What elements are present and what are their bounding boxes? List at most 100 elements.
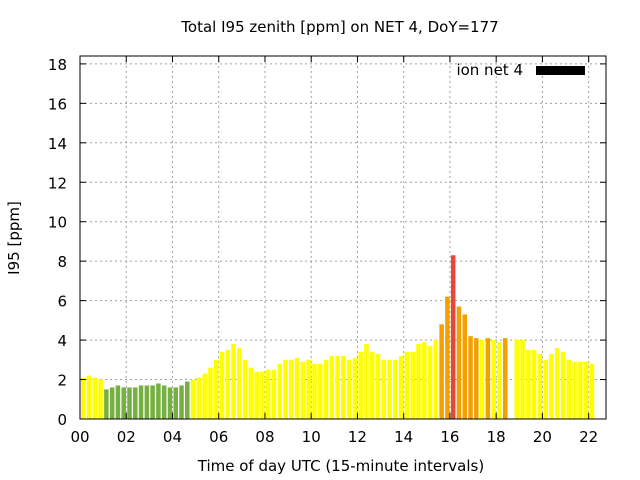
bar	[520, 340, 525, 419]
bar	[526, 349, 531, 419]
bar	[190, 379, 196, 419]
y-tick-label: 6	[57, 293, 67, 311]
bar	[254, 371, 259, 419]
bar	[370, 351, 375, 419]
bar	[127, 387, 132, 419]
bar	[225, 349, 231, 419]
bar	[543, 359, 548, 419]
bar	[283, 359, 288, 419]
bar	[416, 344, 421, 419]
bar	[312, 363, 317, 419]
bar	[502, 338, 508, 419]
x-axis-label: Time of day UTC (15-minute intervals)	[197, 457, 484, 475]
bar	[485, 338, 491, 419]
x-tick-label: 06	[209, 428, 228, 446]
bar	[109, 387, 115, 419]
bar	[219, 351, 225, 419]
legend: ion net 4	[456, 61, 585, 79]
x-tick-label: 02	[117, 428, 136, 446]
bar	[398, 355, 404, 419]
bar	[202, 373, 207, 419]
bar	[86, 375, 92, 419]
bar	[208, 367, 213, 419]
bar	[387, 359, 392, 419]
bar	[133, 387, 138, 419]
bar	[497, 342, 502, 419]
chart-title: Total I95 zenith [ppm] on NET 4, DoY=177	[180, 18, 498, 36]
bar	[346, 359, 352, 419]
y-tick-label: 16	[48, 95, 67, 113]
bar	[422, 342, 427, 419]
bar	[213, 359, 219, 419]
x-tick-label: 12	[348, 428, 367, 446]
bar	[242, 359, 248, 419]
bar	[404, 351, 410, 419]
bar	[167, 387, 173, 419]
bar	[537, 353, 543, 419]
y-tick-label: 8	[57, 253, 67, 271]
bar	[104, 389, 109, 419]
bar	[433, 340, 439, 419]
bar	[572, 361, 577, 419]
bar	[456, 306, 462, 419]
bar	[375, 353, 381, 419]
y-tick-label: 18	[48, 56, 67, 74]
x-tick-label: 14	[394, 428, 413, 446]
bar	[294, 357, 300, 419]
bar	[364, 344, 369, 419]
grid-lines	[80, 56, 606, 419]
bar	[196, 377, 202, 419]
x-tick-label: 04	[163, 428, 182, 446]
bar	[329, 355, 335, 419]
bar	[479, 340, 485, 419]
bar	[589, 363, 595, 419]
y-tick-label: 10	[48, 214, 67, 232]
bar	[468, 336, 473, 419]
bar	[491, 340, 496, 419]
bar	[341, 355, 346, 419]
bar	[393, 359, 398, 419]
legend-label: ion net 4	[456, 61, 523, 79]
y-axis-label: I95 [ppm]	[5, 201, 23, 275]
x-tick-label: 22	[579, 428, 598, 446]
bar	[410, 351, 415, 419]
bar	[358, 351, 363, 419]
bar	[231, 344, 236, 419]
bar	[306, 359, 311, 419]
plot-frame	[79, 55, 607, 420]
bar	[81, 377, 86, 419]
x-tick-label: 10	[302, 428, 321, 446]
x-tick-label: 18	[487, 428, 506, 446]
bar	[560, 351, 566, 419]
bar	[115, 385, 121, 419]
bar	[121, 387, 126, 419]
bar	[531, 349, 537, 419]
y-tick-labels: 0 2 4 6 8 10 12 14 16 18	[48, 56, 67, 429]
bar	[260, 371, 265, 419]
bar	[173, 387, 178, 419]
x-tick-label: 20	[533, 428, 552, 446]
bar	[566, 359, 572, 419]
bar	[237, 347, 242, 419]
y-tick-label: 14	[48, 135, 67, 153]
bar	[271, 369, 277, 419]
bar	[352, 357, 358, 419]
y-tick-label: 0	[57, 411, 67, 429]
bar	[583, 361, 589, 419]
bar	[514, 340, 520, 419]
bar	[427, 346, 433, 419]
bars	[81, 255, 595, 419]
bar	[549, 353, 554, 419]
y-tick-label: 12	[48, 174, 67, 192]
bar	[335, 355, 340, 419]
bar	[445, 296, 450, 419]
bar	[161, 385, 167, 419]
x-tick-label: 08	[255, 428, 274, 446]
bar	[289, 359, 294, 419]
bar	[179, 385, 184, 419]
bar	[450, 255, 456, 419]
bar	[323, 359, 329, 419]
bar	[248, 367, 254, 419]
axis-ticks	[79, 56, 606, 420]
